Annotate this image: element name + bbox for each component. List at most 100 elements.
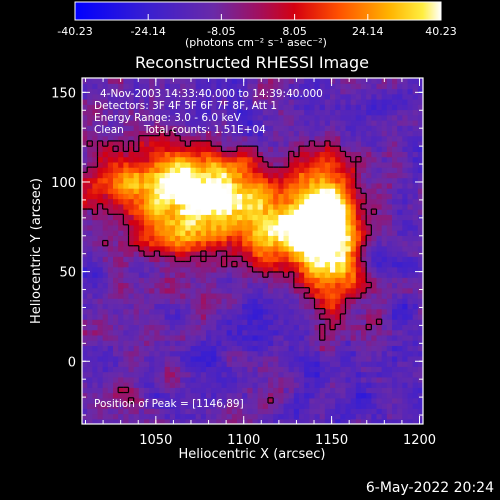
- heatmap-cell: [361, 135, 367, 142]
- heatmap-cell: [319, 266, 326, 273]
- heatmap-cell: [330, 408, 336, 415]
- heatmap-cell: [397, 224, 403, 231]
- heatmap-cell: [154, 324, 161, 331]
- heatmap-cell: [397, 114, 403, 121]
- heatmap-cell: [386, 313, 393, 320]
- heatmap-cell: [402, 324, 409, 331]
- heatmap-cell: [273, 371, 279, 378]
- heatmap-cell: [252, 109, 259, 116]
- heatmap-cell: [361, 418, 367, 424]
- heatmap-cell: [283, 397, 290, 404]
- heatmap-cell: [278, 418, 285, 424]
- heatmap-cell: [340, 240, 347, 247]
- heatmap-cell: [154, 266, 161, 273]
- heatmap-cell: [407, 146, 414, 152]
- heatmap-cell: [392, 203, 398, 210]
- heatmap-cell: [350, 177, 357, 184]
- heatmap-cell: [242, 418, 248, 424]
- heatmap-cell: [118, 230, 124, 236]
- heatmap-cell: [402, 214, 409, 221]
- heatmap-cell: [268, 413, 274, 420]
- heatmap-cell: [200, 292, 207, 299]
- heatmap-cell: [273, 235, 279, 242]
- heatmap-cell: [164, 193, 171, 200]
- heatmap-cell: [92, 93, 99, 100]
- heatmap-cell: [247, 78, 254, 84]
- heatmap-cell: [314, 282, 321, 289]
- heatmap-cell: [355, 130, 362, 137]
- heatmap-cell: [340, 355, 347, 362]
- heatmap-cell: [113, 104, 119, 111]
- heatmap-cell: [154, 130, 161, 137]
- heatmap-cell: [87, 387, 93, 394]
- heatmap-cell: [417, 408, 423, 415]
- heatmap-cell: [221, 156, 228, 163]
- heatmap-cell: [366, 345, 372, 352]
- heatmap-cell: [252, 340, 259, 346]
- heatmap-cell: [257, 403, 264, 409]
- heatmap-cell: [371, 83, 378, 90]
- heatmap-cell: [350, 172, 357, 179]
- heatmap-cell: [278, 287, 285, 294]
- heatmap-cell: [175, 104, 181, 111]
- heatmap-cell: [92, 235, 99, 242]
- heatmap-cell: [397, 392, 403, 399]
- heatmap-cell: [211, 313, 217, 320]
- heatmap-cell: [107, 235, 114, 242]
- heatmap-cell: [299, 324, 305, 331]
- heatmap-cell: [102, 334, 109, 341]
- heatmap-cell: [190, 340, 197, 346]
- heatmap-cell: [299, 418, 305, 424]
- heatmap-cell: [257, 151, 264, 158]
- heatmap-cell: [144, 277, 150, 284]
- heatmap-cell: [376, 140, 383, 147]
- heatmap-cell: [417, 161, 423, 168]
- heatmap-cell: [283, 319, 290, 325]
- heatmap-cell: [304, 382, 310, 388]
- heatmap-cell: [273, 366, 279, 373]
- heatmap-cell: [128, 371, 135, 378]
- heatmap-cell: [128, 361, 135, 367]
- heatmap-cell: [175, 282, 181, 289]
- heatmap-cell: [371, 277, 378, 284]
- heatmap-cell: [118, 303, 124, 310]
- heatmap-cell: [169, 230, 176, 236]
- heatmap-cell: [107, 334, 114, 341]
- heatmap-cell: [226, 198, 233, 205]
- heatmap-cell: [402, 345, 409, 352]
- heatmap-cell: [164, 403, 171, 409]
- heatmap-cell: [407, 350, 414, 357]
- heatmap-cell: [118, 366, 124, 373]
- heatmap-cell: [340, 413, 347, 420]
- heatmap-cell: [314, 88, 321, 95]
- heatmap-cell: [278, 271, 285, 278]
- heatmap-cell: [200, 308, 207, 315]
- heatmap-cell: [231, 219, 238, 226]
- heatmap-cell: [242, 140, 248, 147]
- heatmap-cell: [133, 308, 140, 315]
- heatmap-cell: [123, 245, 130, 252]
- heatmap-cell: [345, 308, 352, 315]
- heatmap-cell: [407, 203, 414, 210]
- heatmap-cell: [175, 230, 181, 236]
- heatmap-cell: [180, 219, 186, 226]
- heatmap-cell: [154, 277, 161, 284]
- heatmap-cell: [226, 78, 233, 84]
- heatmap-cell: [257, 93, 264, 100]
- heatmap-cell: [330, 319, 336, 325]
- heatmap-cell: [216, 109, 223, 116]
- heatmap-cell: [118, 161, 124, 168]
- heatmap-cell: [345, 125, 352, 132]
- heatmap-cell: [355, 403, 362, 409]
- heatmap-cell: [82, 418, 88, 424]
- heatmap-cell: [397, 78, 403, 84]
- heatmap-cell: [417, 203, 423, 210]
- heatmap-cell: [397, 230, 403, 236]
- heatmap-cell: [97, 324, 104, 331]
- heatmap-cell: [257, 114, 264, 121]
- heatmap-cell: [335, 340, 341, 346]
- heatmap-cell: [361, 292, 367, 299]
- heatmap-cell: [257, 277, 264, 284]
- heatmap-cell: [324, 109, 331, 116]
- heatmap-cell: [226, 303, 233, 310]
